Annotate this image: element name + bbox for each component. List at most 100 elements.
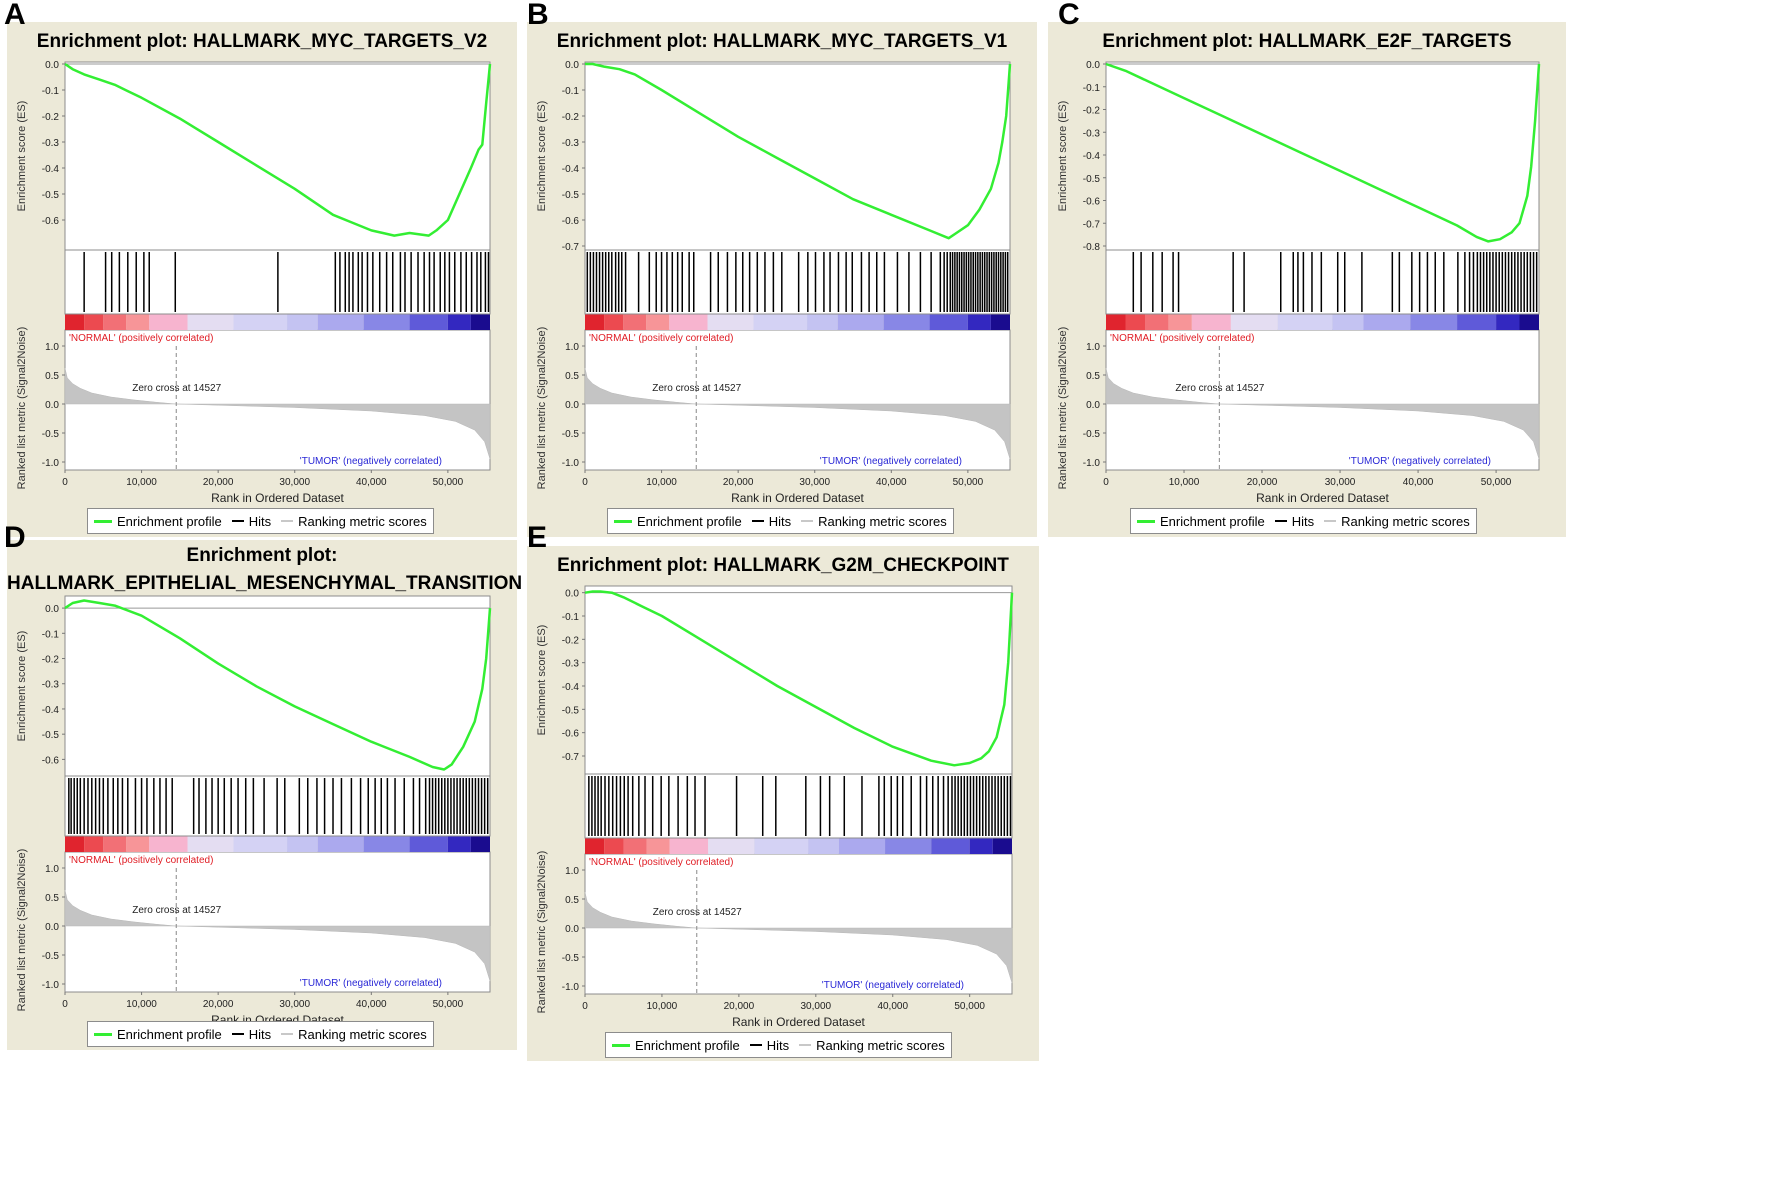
rank-color-band <box>233 314 288 330</box>
legend: Enrichment profile Hits Ranking metric s… <box>87 1021 434 1047</box>
x-tick-label: 0 <box>62 999 68 1010</box>
metric-tick-label: 0.5 <box>565 895 579 906</box>
x-tick-label: 50,000 <box>954 1001 985 1012</box>
rank-color-band <box>623 314 647 330</box>
x-tick-label: 0 <box>582 477 588 488</box>
rank-color-band <box>287 836 318 852</box>
enrichment-chart-d: 0.0 -0.1 -0.2 -0.3 -0.4 -0.5 -0.6 Enrichment sc… <box>16 595 492 1027</box>
panel-b: Enrichment plot: HALLMARK_MYC_TARGETS_V1… <box>527 22 1037 537</box>
legend-enrichment: Enrichment profile <box>94 1027 222 1042</box>
rank-color-band <box>990 314 1010 330</box>
es-tick-label: -0.2 <box>42 655 60 666</box>
line-swatch-icon <box>1274 520 1287 522</box>
metric-tick-label: -1.0 <box>562 458 580 469</box>
es-tick-label: -0.4 <box>1083 151 1101 162</box>
zero-cross-label: Zero cross at 14527 <box>652 383 741 394</box>
normal-label: 'NORMAL' (positively correlated) <box>589 333 733 344</box>
ranking-metric-area <box>584 367 1011 460</box>
enrichment-chart-c: 0.0 -0.1 -0.2 -0.3 -0.4 -0.5 -0.6 -0.7 -0.8 Enric… <box>1057 60 1541 505</box>
es-plot-area <box>64 61 491 251</box>
rank-color-band <box>187 836 234 852</box>
rank-color-band <box>84 314 104 330</box>
rank-color-band <box>409 836 448 852</box>
x-axis-label: Rank in Ordered Dataset <box>731 491 864 505</box>
x-axis-label: Rank in Ordered Dataset <box>1256 491 1389 505</box>
panel-label-d: D <box>4 521 26 554</box>
es-tick-label: -0.1 <box>562 612 580 623</box>
zero-cross-label: Zero cross at 14527 <box>653 907 742 918</box>
ranking-metric-area <box>584 891 1013 984</box>
rank-color-band <box>84 836 104 852</box>
x-tick-label: 50,000 <box>1481 477 1512 488</box>
rank-color-band <box>969 838 993 854</box>
panel-d: Enrichment plot: HALLMARK_EPITHELIAL_MES… <box>7 540 522 1050</box>
rank-color-band <box>363 314 410 330</box>
tumor-label: 'TUMOR' (negatively correlated) <box>300 456 442 467</box>
es-tick-label: -0.3 <box>562 138 580 149</box>
rank-color-band <box>669 838 709 854</box>
zero-cross-label: Zero cross at 14527 <box>132 905 221 916</box>
rank-color-band <box>929 314 968 330</box>
x-tick-label: 10,000 <box>126 477 157 488</box>
metric-tick-label: 1.0 <box>45 342 59 353</box>
es-tick-label: -0.6 <box>562 729 580 740</box>
metric-tick-label: 0.5 <box>45 371 59 382</box>
rank-color-band <box>669 314 708 330</box>
rank-color-band <box>623 838 647 854</box>
enrichment-chart-a: 0.0 -0.1 -0.2 -0.3 -0.4 -0.5 -0.6 Enrichment sc… <box>16 60 492 505</box>
legend: Enrichment profile Hits Ranking metric s… <box>87 508 434 534</box>
line-swatch-icon <box>94 519 112 523</box>
x-tick-label: 10,000 <box>646 477 677 488</box>
x-tick-label: 30,000 <box>279 999 310 1010</box>
panel-label-e: E <box>527 521 548 554</box>
metric-tick-label: -1.0 <box>562 982 580 993</box>
x-tick-label: 30,000 <box>799 477 830 488</box>
line-swatch-icon <box>749 1044 762 1046</box>
enrichment-profile-line <box>584 590 1014 767</box>
tumor-label: 'TUMOR' (negatively correlated) <box>822 980 964 991</box>
rank-color-band <box>233 836 288 852</box>
legend-enrichment: Enrichment profile <box>1137 514 1265 529</box>
x-tick-label: 50,000 <box>433 999 464 1010</box>
metric-axis-label: Ranked list metric (Signal2Noise) <box>1057 327 1069 490</box>
es-tick-label: -0.2 <box>562 635 580 646</box>
metric-tick-label: 0.5 <box>45 893 59 904</box>
x-tick-label: 0 <box>1103 477 1109 488</box>
es-plot-area <box>584 585 1013 775</box>
es-tick-label: -0.6 <box>42 216 60 227</box>
metric-tick-label: 0.0 <box>565 400 579 411</box>
legend-enrichment: Enrichment profile <box>614 514 742 529</box>
line-swatch-icon <box>281 1033 294 1035</box>
rank-color-band <box>1363 314 1411 330</box>
rank-color-band <box>1519 314 1539 330</box>
legend-ranking: Ranking metric scores <box>1324 514 1470 529</box>
line-swatch-icon <box>751 520 764 522</box>
zero-cross-label: Zero cross at 14527 <box>1175 383 1264 394</box>
rank-color-band <box>1457 314 1497 330</box>
ranking-metric-area <box>64 367 491 460</box>
es-plot-area <box>64 595 491 777</box>
metric-tick-label: 0.5 <box>1086 371 1100 382</box>
tumor-label: 'TUMOR' (negatively correlated) <box>820 456 962 467</box>
rank-color-band <box>103 314 127 330</box>
metric-tick-label: -1.0 <box>42 458 60 469</box>
hits-plot-area <box>584 773 1013 839</box>
panel-a: Enrichment plot: HALLMARK_MYC_TARGETS_V2… <box>7 22 517 537</box>
metric-tick-label: -0.5 <box>42 429 60 440</box>
rank-color-band <box>1191 314 1231 330</box>
x-axis-label: Rank in Ordered Dataset <box>211 491 344 505</box>
x-tick-label: 30,000 <box>801 1001 832 1012</box>
x-tick-label: 30,000 <box>279 477 310 488</box>
legend: Enrichment profile Hits Ranking metric s… <box>607 508 954 534</box>
normal-label: 'NORMAL' (positively correlated) <box>589 857 733 868</box>
x-tick-label: 30,000 <box>1325 477 1356 488</box>
rank-color-band <box>317 836 364 852</box>
metric-tick-label: 0.0 <box>45 400 59 411</box>
es-tick-label: -0.6 <box>562 216 580 227</box>
panel-c: Enrichment plot: HALLMARK_E2F_TARGETS 0.… <box>1048 22 1566 537</box>
panel-label-b: B <box>527 0 549 31</box>
es-plot-area <box>584 61 1011 251</box>
es-tick-label: 0.0 <box>45 604 59 615</box>
metric-axis-label: Ranked list metric (Signal2Noise) <box>16 849 28 1012</box>
es-axis-label: Enrichment score (ES) <box>16 631 28 742</box>
